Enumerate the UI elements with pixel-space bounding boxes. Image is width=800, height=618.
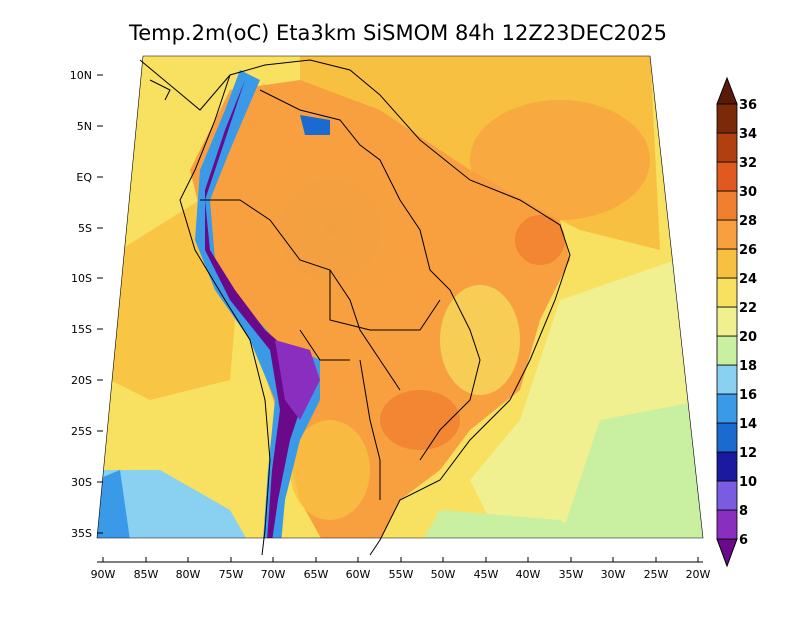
lat-label: 5N [77, 120, 92, 133]
lon-label: 35W [559, 568, 584, 581]
colorbar-bottom-arrow [716, 538, 738, 568]
lon-label: 55W [389, 568, 414, 581]
lat-label: 20S [71, 374, 92, 387]
lat-label: 30S [71, 476, 92, 489]
lat-label: 25S [71, 425, 92, 438]
lat-label: 5S [78, 222, 92, 235]
colorbar-segment [716, 132, 738, 163]
colorbar-segment [716, 190, 738, 221]
colorbar-label: 28 [739, 214, 757, 229]
longitude-axis: 90W 85W 80W 75W 70W 65W 60W 55W 50W 45W … [91, 557, 711, 581]
colorbar-segment [716, 364, 738, 395]
colorbar-label: 6 [739, 533, 748, 548]
lat-label: 10S [71, 272, 92, 285]
colorbar-segment [716, 422, 738, 453]
domain-boundary [96, 55, 704, 539]
colorbar-segment [716, 393, 738, 424]
colorbar-label: 8 [739, 504, 748, 519]
lon-label: 25W [644, 568, 669, 581]
colorbar-segment [716, 219, 738, 250]
colorbar-segment [716, 103, 738, 134]
colorbar-segment [716, 451, 738, 482]
colorbar-segment [716, 480, 738, 511]
colorbar-segment [716, 335, 738, 366]
lon-label: 50W [431, 568, 456, 581]
lon-label: 60W [346, 568, 371, 581]
colorbar-segment [716, 277, 738, 308]
colorbar-top-arrow [716, 76, 738, 105]
colorbar-segment [716, 248, 738, 279]
lon-label: 20W [686, 568, 711, 581]
colorbar-label: 34 [739, 127, 757, 142]
colorbar-label: 18 [739, 359, 757, 374]
colorbar-label: 16 [739, 388, 757, 403]
lat-label: 10N [70, 69, 92, 82]
lat-label: 15S [71, 323, 92, 336]
colorbar-label: 24 [739, 272, 757, 287]
lon-label: 85W [134, 568, 159, 581]
lat-label: EQ [76, 171, 92, 184]
colorbar-label: 12 [739, 446, 757, 461]
lat-label: 35S [71, 527, 92, 540]
lon-label: 80W [176, 568, 201, 581]
lon-label: 45W [474, 568, 499, 581]
colorbar-label: 32 [739, 156, 757, 171]
colorbar-label: 26 [739, 243, 757, 258]
colorbar: 6 8 10 12 14 16 18 20 22 24 26 28 30 32 34 36 [716, 76, 757, 568]
colorbar-label: 22 [739, 301, 757, 316]
colorbar-label: 20 [739, 330, 757, 345]
latitude-axis: 10N 5N EQ 5S 10S 15S 20S 25S 30S 35S [70, 69, 103, 540]
colorbar-label: 14 [739, 417, 757, 432]
lon-label: 70W [261, 568, 286, 581]
country-borders [139, 59, 571, 556]
colorbar-segment [716, 161, 738, 192]
map-title: Temp.2m(oC) Eta3km SiSMOM 84h 12Z23DEC20… [128, 21, 667, 45]
colorbar-segment [716, 509, 738, 540]
lon-label: 90W [91, 568, 116, 581]
temperature-field [97, 56, 703, 538]
colorbar-segment [716, 306, 738, 337]
colorbar-label: 10 [739, 475, 757, 490]
colorbar-label: 36 [739, 98, 757, 113]
lon-label: 30W [601, 568, 626, 581]
lon-label: 40W [516, 568, 541, 581]
lon-label: 75W [219, 568, 244, 581]
lon-label: 65W [304, 568, 329, 581]
colorbar-label: 30 [739, 185, 757, 200]
